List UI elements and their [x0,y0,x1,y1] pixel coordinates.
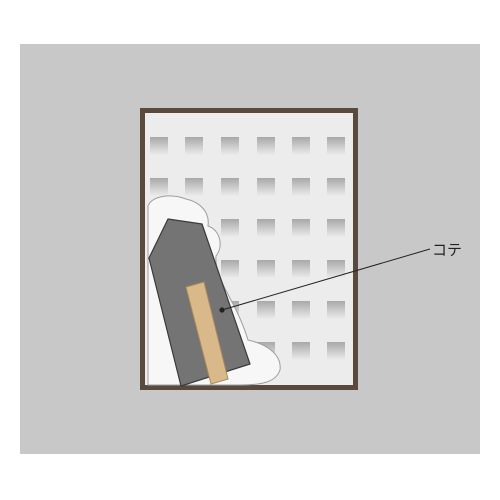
lath-hole [150,137,168,155]
lath-hole [221,219,239,237]
lath-hole [221,260,239,278]
lath-hole [257,178,275,196]
lath-hole [292,137,310,155]
lath-hole [292,260,310,278]
callout-label: コテ [432,242,462,259]
lath-hole [327,178,345,196]
lath-hole [327,260,345,278]
lath-hole [292,342,310,360]
lath-hole [292,178,310,196]
lath-hole [292,219,310,237]
callout-leader-line [221,248,431,311]
lath-hole [221,178,239,196]
lath-hole [150,178,168,196]
lath-hole [257,219,275,237]
lath-hole [257,301,275,319]
lath-hole [221,137,239,155]
trowel-handle [185,281,229,385]
lath-hole [327,301,345,319]
lath-hole [327,137,345,155]
lath-hole [327,342,345,360]
lath-hole [327,219,345,237]
lath-hole [257,260,275,278]
lath-hole [292,301,310,319]
lath-hole [257,137,275,155]
lath-hole [185,178,203,196]
lath-hole [185,137,203,155]
